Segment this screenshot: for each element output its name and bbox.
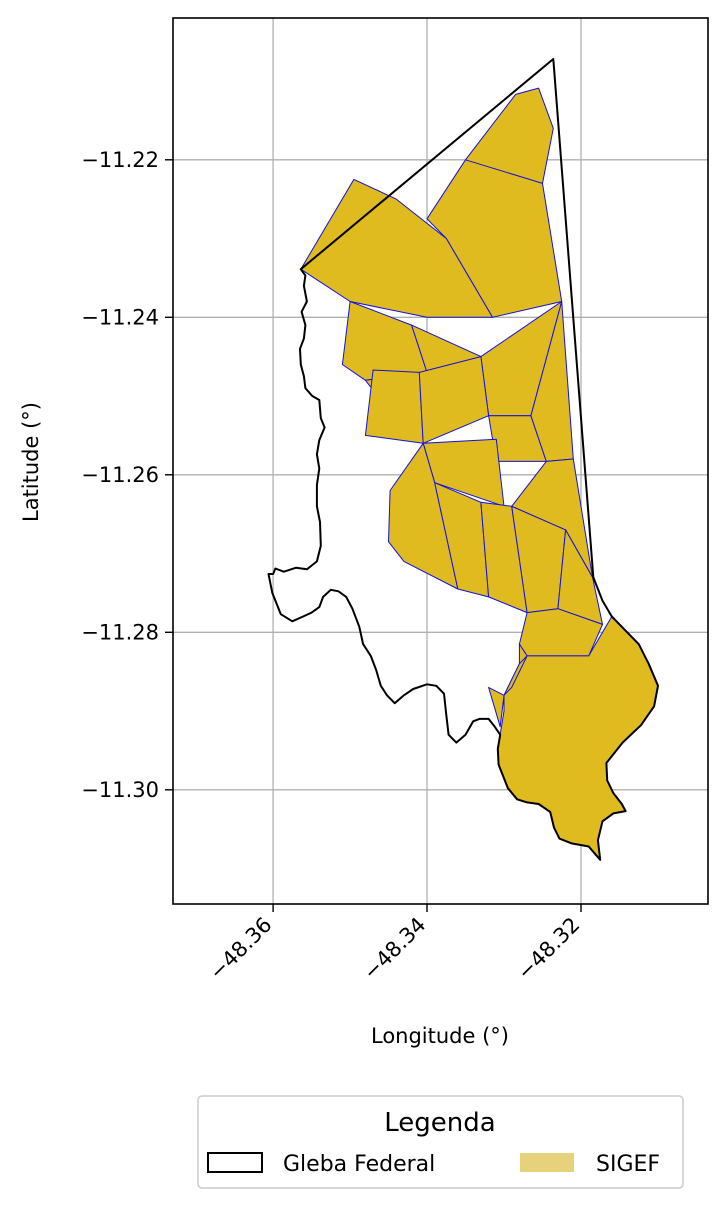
sigef-parcel [503,655,528,696]
legend-label-gleba: Gleba Federal [283,1152,435,1177]
y-tick-label: −11.30 [81,778,159,802]
legend: Legenda Gleba Federal SIGEF [197,1095,684,1189]
legend-label-sigef: SIGEF [596,1152,660,1177]
gleba-federal-boundary [267,58,659,861]
x-axis-label: Longitude (°) [371,1024,509,1048]
y-axis-label: Latitude (°) [19,402,43,522]
sigef-parcel [418,356,490,444]
y-tick-label: −11.24 [81,305,159,329]
x-tick-label: −48.36 [205,913,277,985]
sigef-parcel [488,686,505,728]
y-tick-label: −11.22 [81,148,159,172]
plot-frame [172,17,709,905]
legend-title: Legenda [384,1108,495,1138]
sigef-parcel [300,178,493,318]
sigef-parcels [300,87,659,861]
legend-swatch-gleba [207,1152,263,1173]
legend-swatch-sigef [520,1153,574,1172]
sigef-parcel [364,369,424,444]
y-tick-label: −11.26 [81,463,159,487]
x-tick-label: −48.32 [513,913,585,985]
y-tick-label: −11.28 [81,620,159,644]
gleba-federal-outline [267,58,659,861]
x-tick-label: −48.34 [359,913,431,985]
